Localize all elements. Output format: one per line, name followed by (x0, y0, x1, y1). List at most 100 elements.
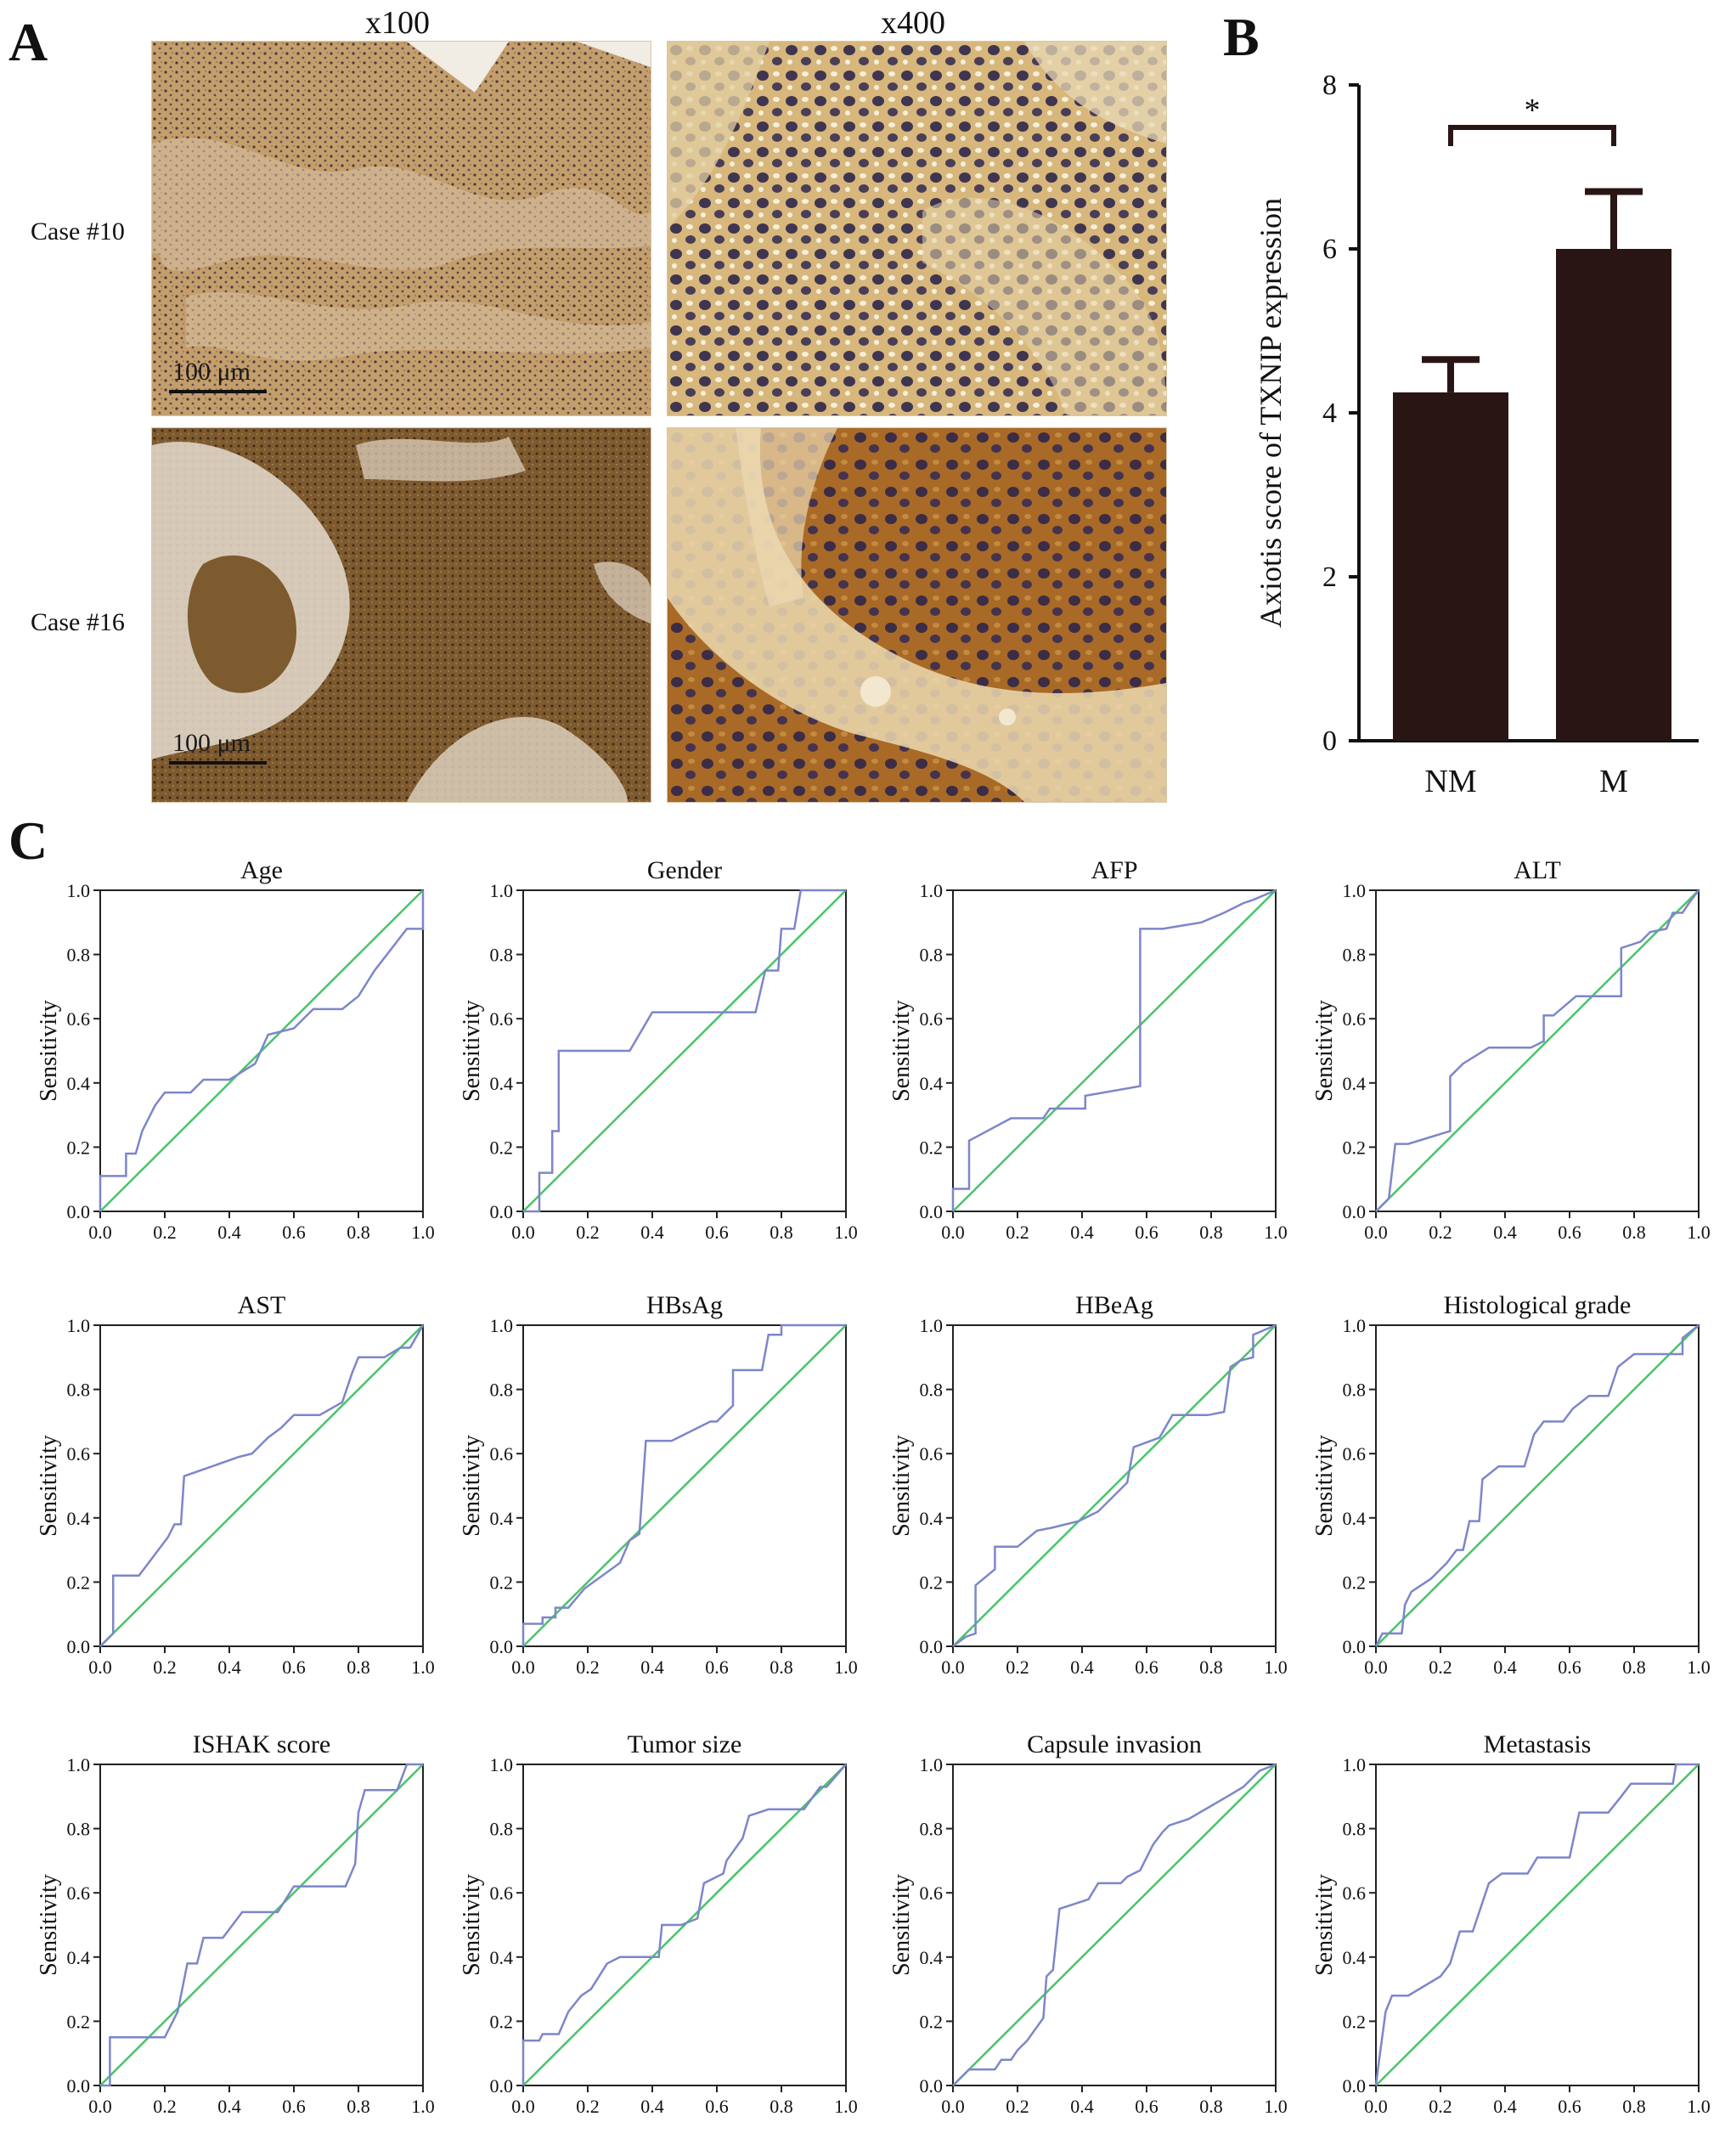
row-label-case-10: Case #10 (31, 217, 125, 246)
significance-bracket (1448, 125, 1616, 146)
bar-m (1556, 249, 1671, 741)
roc-curve (523, 889, 846, 1213)
y-tick-label: 0 (1322, 725, 1337, 757)
plot-frame (952, 1324, 1277, 1647)
y-tick-label: 1.0 (67, 1315, 91, 1336)
roc-plot-metastasis: 0.00.0 0.2 0.2 0.4 0.4 0.6 0.6 0.8 0.8 1.0 1.0 Meta… (1311, 1730, 1711, 2121)
plot-frame (1375, 889, 1700, 1212)
x-tick-label: 0.2 (153, 1222, 177, 1243)
subplot-title: ALT (1514, 856, 1561, 884)
x-tick-label: 0.8 (347, 2096, 370, 2117)
y-tick-label: 0.2 (490, 1137, 514, 1158)
reference-line (952, 1764, 1277, 2086)
y-axis-label: Sensitivity (1311, 1874, 1338, 1976)
x-axis-label: 1 - Specificity (1042, 1679, 1187, 1682)
ihc-image-case10-x100: 100 μm (151, 41, 651, 416)
y-axis-label: Sensitivity (36, 1435, 62, 1537)
roc-plot-hbsag: 0.00.0 0.2 0.2 0.4 0.4 0.6 0.6 0.8 0.8 1.0 1.0 HBsA… (459, 1291, 858, 1682)
plot-frame (99, 889, 424, 1212)
y-tick-label: 0.8 (1343, 945, 1367, 966)
y-tick-label: 1.0 (490, 880, 514, 901)
x-tick-label: 0.4 (217, 2096, 241, 2117)
bar-chart-txnip: 0 2 4 6 8 Axiotis score of TXNIP expression NM… (1254, 70, 1699, 799)
significance-star: * (1525, 93, 1541, 128)
y-tick-label: 0.0 (67, 1636, 91, 1657)
x-axis-label: 1 - Specificity (189, 1679, 334, 1682)
x-tick-label: 0.8 (769, 1657, 793, 1678)
x-tick-label: 1.0 (411, 1657, 435, 1678)
x-tick-label: 0.8 (1622, 2096, 1646, 2117)
x-tick-label: 0.8 (1199, 2096, 1223, 2117)
y-tick-label: 1.0 (1343, 1754, 1367, 1775)
x-tick-label: 0.0 (1364, 2096, 1388, 2117)
y-tick-label: 0.6 (920, 1882, 944, 1904)
y-axis-label: Sensitivity (36, 1874, 62, 1976)
y-tick-label: 0.6 (490, 1443, 514, 1465)
subplot-title: AFP (1091, 856, 1137, 884)
y-tick-label: 1.0 (1343, 1315, 1367, 1336)
x-tick-label: 0.2 (1429, 1222, 1452, 1243)
y-tick-label: 0.8 (67, 945, 91, 966)
x-tick-label: 0.8 (769, 1222, 793, 1243)
y-tick-label: 0.2 (67, 2011, 91, 2032)
x-axis-label: 1 - Specificity (1042, 1244, 1187, 1247)
y-tick-label: 8 (1322, 70, 1337, 101)
y-tick-label: 0.2 (490, 1572, 514, 1593)
x-tick-label: 1.0 (411, 2096, 435, 2117)
y-tick-label: 1.0 (920, 880, 944, 901)
x-tick-label: 0.4 (640, 1222, 664, 1243)
y-tick-label: 1.0 (1343, 880, 1367, 901)
x-tick-label: 0.4 (640, 1657, 664, 1678)
x-tick-label: 0.4 (640, 2096, 664, 2117)
x-tick-label: 0.6 (1135, 2096, 1158, 2117)
x-tick-label: 0.8 (1199, 1222, 1223, 1243)
row-label-case-16: Case #16 (31, 608, 125, 636)
x-tick-label: 0.6 (1135, 1657, 1158, 1678)
y-tick-label: 0.8 (490, 1380, 514, 1401)
subplot-title: Gender (647, 856, 722, 884)
y-tick-label: 0.8 (490, 945, 514, 966)
plot-frame (1375, 1764, 1700, 2086)
panel-label-b: B (1223, 7, 1260, 67)
y-tick-label: 4 (1322, 398, 1337, 429)
y-tick-label: 1.0 (920, 1315, 944, 1336)
y-tick-label: 0.4 (920, 1947, 944, 1968)
column-header-x400: x400 (881, 5, 945, 41)
y-tick-label: 0.8 (67, 1380, 91, 1401)
y-axis-label: Axiotis score of TXNIP expression (1254, 198, 1288, 628)
y-tick-label: 0.0 (920, 2075, 944, 2097)
x-tick-label: 0.4 (217, 1222, 241, 1243)
y-tick-label: 6 (1322, 234, 1337, 265)
x-axis-label: 1 - Specificity (1465, 1244, 1609, 1247)
plot-frame (522, 1764, 847, 2086)
x-tick-label: 0.6 (1558, 1222, 1581, 1243)
roc-curve (521, 1324, 846, 1646)
x-tick-label: 0.6 (282, 2096, 306, 2117)
subplot-title: HBeAg (1075, 1291, 1153, 1319)
scale-bar-label: 100 μm (172, 358, 251, 386)
x-tick-label: 1.0 (1264, 1657, 1288, 1678)
x-tick-label: 0.4 (1070, 2096, 1094, 2117)
reference-line (1375, 889, 1700, 1212)
roc-curve (1374, 1763, 1699, 2086)
x-tick-label: 0.0 (88, 1222, 112, 1243)
panel-label-c: C (8, 810, 48, 871)
roc-curve (1375, 889, 1700, 1212)
y-tick-label: 0.4 (490, 1508, 514, 1529)
x-tick-label: 1.0 (1264, 1222, 1288, 1243)
y-tick-label: 0.0 (1343, 1201, 1367, 1222)
y-tick-label: 0.6 (67, 1443, 91, 1465)
x-tick-label: 0.0 (511, 1657, 535, 1678)
subplot-title: Histological grade (1444, 1291, 1632, 1319)
y-tick-label: 0.4 (490, 1073, 514, 1094)
y-tick-label: 0.0 (490, 1201, 514, 1222)
y-tick-label: 0.8 (1343, 1380, 1367, 1401)
y-tick-label: 0.2 (1343, 1572, 1367, 1593)
y-tick-label: 0.4 (67, 1073, 91, 1094)
x-tick-label: 0.2 (1429, 1657, 1452, 1678)
y-tick-label: 1.0 (490, 1315, 514, 1336)
y-tick-label: 0.0 (67, 1201, 91, 1222)
y-tick-label: 0.4 (67, 1947, 91, 1968)
x-tick-label: 0.2 (1006, 1222, 1029, 1243)
subplot-title: Metastasis (1484, 1730, 1592, 1758)
